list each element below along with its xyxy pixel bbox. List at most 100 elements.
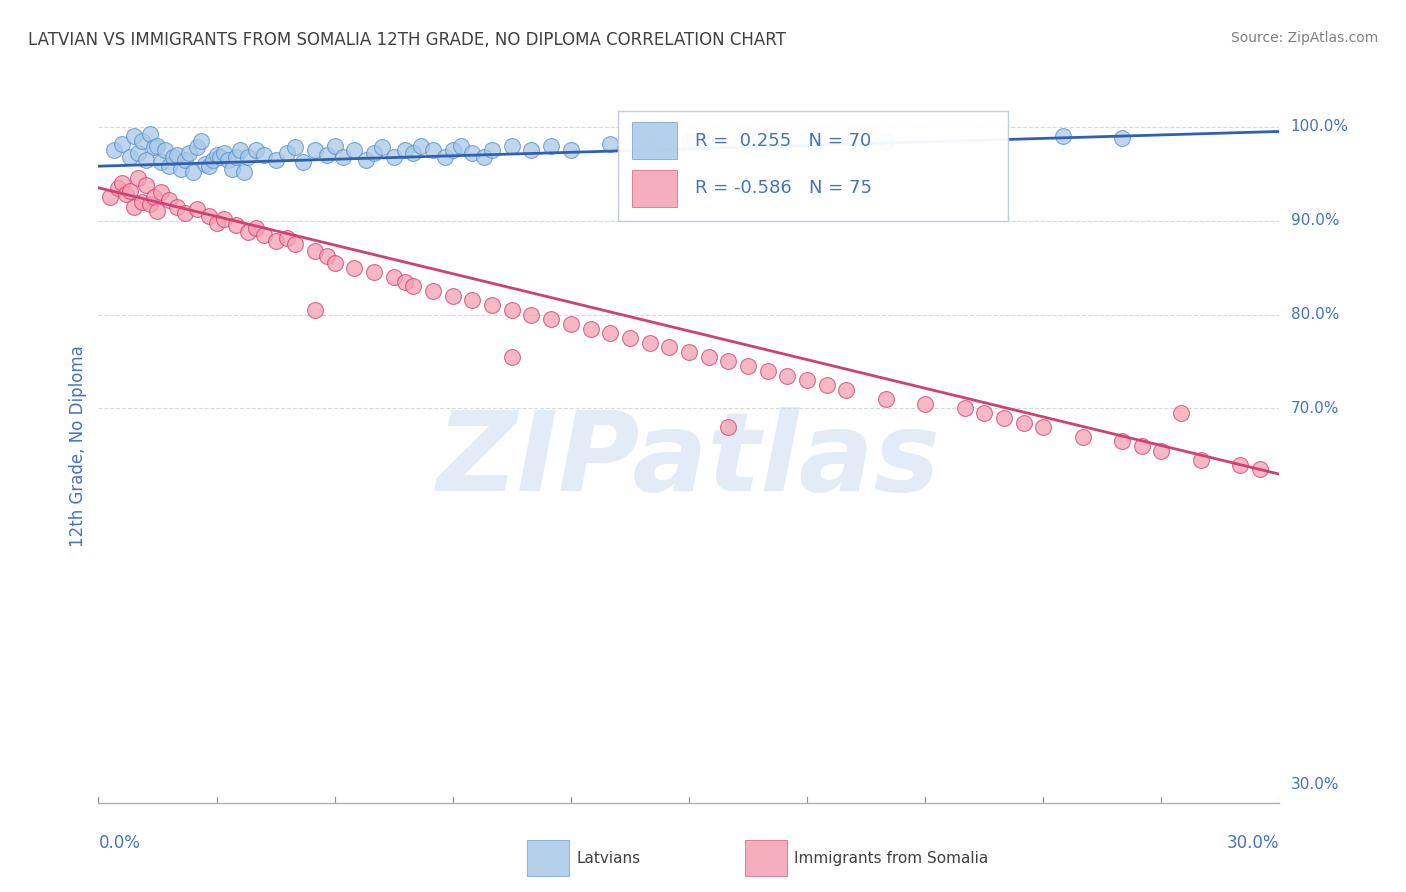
Text: ZIPatlas: ZIPatlas [437, 407, 941, 514]
Text: R =  0.255   N = 70: R = 0.255 N = 70 [695, 132, 872, 150]
Point [166, 200, 188, 214]
Point [481, 298, 503, 312]
Point [501, 302, 523, 317]
Point [441, 289, 464, 303]
Point [138, 196, 160, 211]
Y-axis label: 12th Grade, No Diploma: 12th Grade, No Diploma [69, 345, 87, 547]
Point [245, 143, 267, 157]
Bar [633, 122, 678, 159]
Text: 0.0%: 0.0% [98, 834, 141, 852]
Text: 30.0%: 30.0% [1227, 834, 1279, 852]
Text: Source: ZipAtlas.com: Source: ZipAtlas.com [1230, 31, 1378, 45]
Point [127, 171, 149, 186]
Point [914, 397, 936, 411]
Point [678, 134, 700, 148]
Point [402, 146, 425, 161]
Point [394, 143, 416, 157]
Text: 100.0%: 100.0% [1291, 120, 1348, 135]
Point [382, 150, 405, 164]
Text: Latvians: Latvians [576, 852, 641, 866]
Point [201, 153, 224, 167]
Point [276, 230, 298, 244]
Point [225, 219, 247, 233]
Point [658, 340, 681, 354]
Point [835, 383, 858, 397]
Point [343, 143, 366, 157]
Point [118, 184, 141, 198]
Point [638, 138, 661, 153]
Point [315, 148, 337, 162]
Point [501, 138, 523, 153]
Point [354, 153, 377, 167]
Point [205, 215, 228, 229]
Point [304, 302, 326, 317]
Point [186, 202, 208, 217]
Point [394, 275, 416, 289]
Text: LATVIAN VS IMMIGRANTS FROM SOMALIA 12TH GRADE, NO DIPLOMA CORRELATION CHART: LATVIAN VS IMMIGRANTS FROM SOMALIA 12TH … [28, 31, 786, 49]
Point [181, 165, 204, 179]
Text: 90.0%: 90.0% [1291, 213, 1339, 228]
Point [717, 420, 740, 434]
Point [217, 153, 239, 167]
Point [142, 140, 165, 154]
Point [422, 284, 444, 298]
Point [264, 153, 287, 167]
Bar [633, 169, 678, 207]
Point [127, 146, 149, 161]
Point [363, 265, 385, 279]
Point [1071, 429, 1094, 443]
Point [194, 157, 217, 171]
Point [1150, 443, 1173, 458]
Point [875, 134, 897, 148]
Point [599, 136, 621, 151]
Point [157, 193, 180, 207]
Point [1012, 416, 1035, 430]
Point [619, 331, 641, 345]
Point [197, 159, 219, 173]
Point [166, 148, 188, 162]
Point [146, 204, 169, 219]
Point [177, 146, 200, 161]
Point [332, 150, 354, 164]
Point [382, 270, 405, 285]
Point [131, 134, 153, 148]
Text: 70.0%: 70.0% [1291, 401, 1339, 416]
Point [214, 146, 236, 161]
Point [122, 200, 145, 214]
Point [111, 136, 134, 151]
Text: 30.0%: 30.0% [1291, 777, 1339, 791]
Point [323, 256, 346, 270]
Point [501, 350, 523, 364]
Point [433, 150, 456, 164]
Point [304, 143, 326, 157]
Point [98, 190, 121, 204]
Point [796, 131, 818, 145]
Point [150, 186, 173, 200]
Point [1249, 462, 1271, 476]
Point [245, 221, 267, 235]
Point [323, 138, 346, 153]
Point [170, 161, 193, 176]
Point [450, 138, 472, 153]
Point [209, 150, 232, 164]
Point [343, 260, 366, 275]
Point [190, 134, 212, 148]
Point [1170, 406, 1192, 420]
Point [973, 406, 995, 420]
Point [411, 138, 433, 153]
Point [197, 209, 219, 223]
Point [520, 308, 543, 322]
Point [402, 279, 425, 293]
Point [1111, 434, 1133, 449]
Text: Immigrants from Somalia: Immigrants from Somalia [794, 852, 988, 866]
Point [284, 140, 307, 154]
Point [1229, 458, 1251, 472]
Point [122, 129, 145, 144]
Point [155, 143, 177, 157]
Point [520, 143, 543, 157]
Point [363, 146, 385, 161]
Point [162, 150, 184, 164]
Point [678, 345, 700, 359]
Point [461, 293, 484, 308]
Point [796, 373, 818, 387]
